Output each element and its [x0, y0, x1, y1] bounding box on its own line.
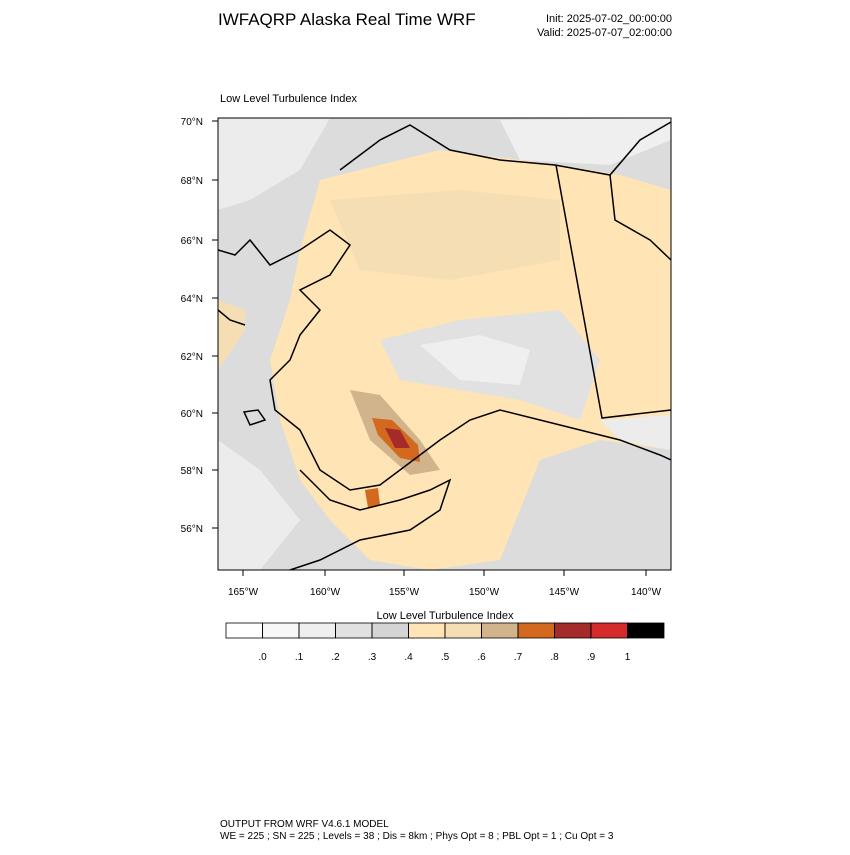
- colorbar-title: Low Level Turbulence Index: [377, 610, 514, 622]
- lon-label: 140°W: [631, 587, 662, 598]
- colorbar-label: 1: [625, 652, 631, 663]
- colorbar: .0 .1 .2 .3 .4 .5 .6 .7 .8 .9 1: [225, 622, 665, 663]
- map-frame: [217, 117, 672, 571]
- colorbar-label: .2: [331, 652, 340, 663]
- colorbar-box: [444, 622, 482, 639]
- title: IWFAQRP Alaska Real Time WRF: [218, 10, 476, 29]
- colorbar-box: [371, 622, 409, 639]
- lon-label: 160°W: [310, 587, 341, 598]
- colorbar-box: [408, 622, 446, 639]
- lat-labels: 70°N 68°N 66°N 64°N 62°N 60°N 58°N 56°N: [181, 117, 218, 535]
- colorbar-label: .1: [295, 652, 304, 663]
- colorbar-label: .9: [587, 652, 596, 663]
- colorbar-box: [335, 622, 373, 639]
- lat-label: 70°N: [181, 117, 203, 128]
- colorbar-label: .6: [477, 652, 486, 663]
- colorbar-box: [262, 622, 300, 639]
- lon-labels: 165°W 160°W 155°W 150°W 145°W 140°W: [228, 570, 662, 598]
- footer-line: WE = 225 ; SN = 225 ; Levels = 38 ; Dis …: [220, 831, 614, 842]
- colorbar-box: [298, 622, 336, 639]
- lat-label: 56°N: [181, 524, 203, 535]
- lat-label: 58°N: [181, 466, 203, 477]
- lat-label: 60°N: [181, 409, 203, 420]
- lon-label: 150°W: [469, 587, 500, 598]
- lat-label: 68°N: [181, 176, 203, 187]
- colorbar-box: [517, 622, 555, 639]
- colorbar-label: .4: [404, 652, 413, 663]
- lon-label: 165°W: [228, 587, 259, 598]
- colorbar-label: .3: [368, 652, 377, 663]
- lon-label: 155°W: [389, 587, 420, 598]
- footer-line: OUTPUT FROM WRF V4.6.1 MODEL: [220, 819, 389, 830]
- colorbar-label: .8: [550, 652, 559, 663]
- map-title: Low Level Turbulence Index: [220, 93, 357, 105]
- lat-label: 62°N: [181, 352, 203, 363]
- colorbar-box: [225, 622, 263, 639]
- map-field: [218, 118, 671, 570]
- valid-time: Valid: 2025-07-07_02:00:00: [537, 27, 672, 39]
- colorbar-box: [590, 622, 628, 639]
- lat-label: 66°N: [181, 236, 203, 247]
- colorbar-label: .7: [514, 652, 523, 663]
- colorbar-label: .0: [258, 652, 267, 663]
- lat-label: 64°N: [181, 294, 203, 305]
- colorbar-box: [554, 622, 592, 639]
- lon-label: 145°W: [549, 587, 580, 598]
- colorbar-box: [627, 622, 665, 639]
- colorbar-label: .5: [441, 652, 450, 663]
- init-time: Init: 2025-07-02_00:00:00: [546, 13, 672, 25]
- colorbar-box: [481, 622, 519, 639]
